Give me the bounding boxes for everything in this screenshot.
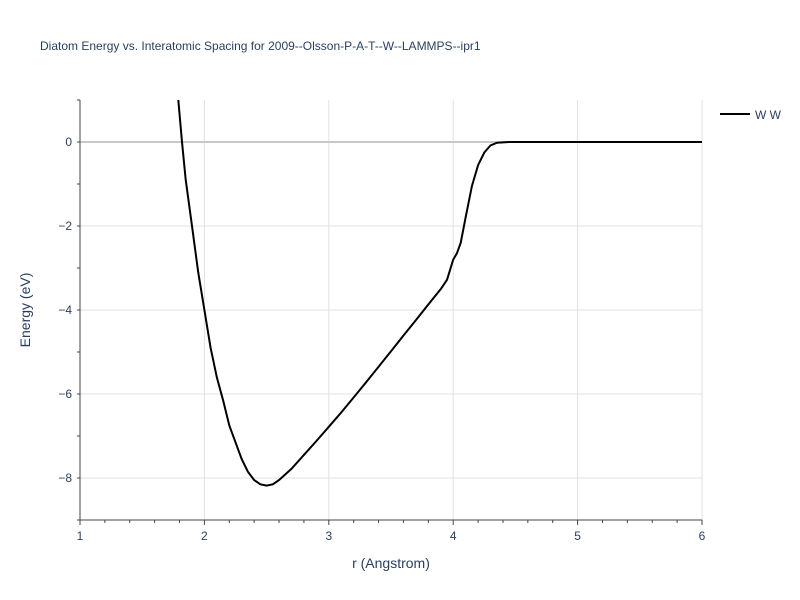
y-tick-label: −8 xyxy=(58,471,72,485)
y-tick-label: −4 xyxy=(58,303,72,317)
grid xyxy=(80,100,703,520)
x-tick-label: 6 xyxy=(699,529,706,543)
x-tick-label: 2 xyxy=(201,529,208,543)
legend-label: W W xyxy=(755,108,782,122)
y-axis: 0 −2 −4 −6 −8 xyxy=(58,99,81,521)
x-tick-label: 1 xyxy=(77,529,84,543)
plot-area xyxy=(177,99,702,487)
y-tick-label: 0 xyxy=(65,135,72,149)
x-tick-label: 5 xyxy=(574,529,581,543)
y-tick-label: −6 xyxy=(58,387,72,401)
x-axis-label: r (Angstrom) xyxy=(352,555,430,571)
series-line-w-w xyxy=(177,99,702,487)
y-axis-label: Energy (eV) xyxy=(17,273,33,348)
x-tick-label: 3 xyxy=(325,529,332,543)
chart-title: Diatom Energy vs. Interatomic Spacing fo… xyxy=(40,39,481,53)
legend[interactable]: W W xyxy=(720,108,782,122)
y-tick-label: −2 xyxy=(58,219,72,233)
x-tick-label: 4 xyxy=(450,529,457,543)
x-axis: 1 2 3 4 5 6 xyxy=(77,519,706,543)
